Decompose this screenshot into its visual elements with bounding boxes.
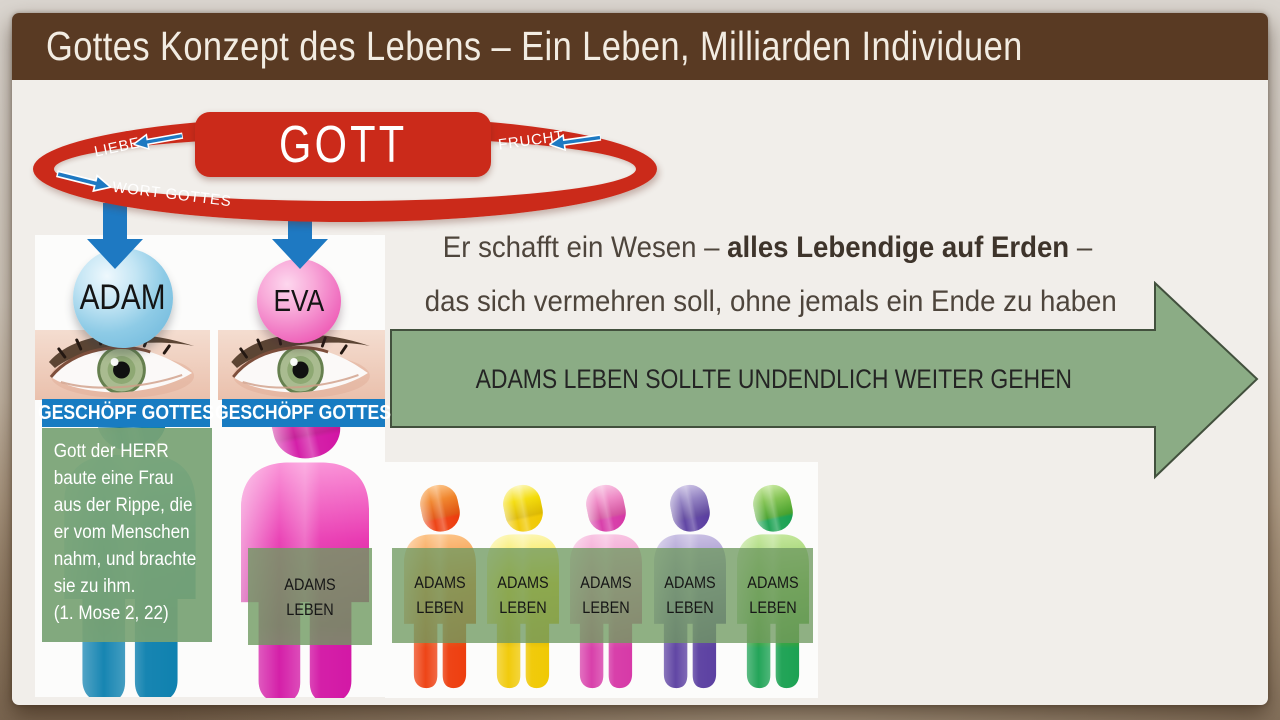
intro-line1-post: – <box>1069 231 1093 264</box>
forward-arrow <box>390 281 1259 480</box>
forward-arrow-label: ADAMS LEBEN SOLLTE UNDENDLICH WEITER GEH… <box>475 364 1072 394</box>
intro-line1-pre: Er schafft ein Wesen – <box>442 231 728 264</box>
down-arrow-adam-icon <box>87 203 143 269</box>
quote-reference: (1. Mose 2, 22) <box>53 603 169 624</box>
adam-sphere: ADAM <box>73 248 173 348</box>
quote-text-wrap: Gott der HERR baute eine Frau aus der Ri… <box>42 428 205 627</box>
eva-life-box: ADAMS LEBEN <box>248 548 372 645</box>
intro-line1-bold: alles Lebendige auf Erden <box>727 231 1070 264</box>
quote-text: Gott der HERR baute eine Frau aus der Ri… <box>53 441 197 597</box>
eva-life-label: ADAMS LEBEN <box>284 574 336 619</box>
quote-box: Gott der HERR baute eine Frau aus der Ri… <box>42 428 212 642</box>
band-label-3: ADAMS LEBEN <box>580 573 632 617</box>
adam-label: ADAM <box>80 278 166 317</box>
badge-adam: GESCHÖPF GOTTES <box>38 399 214 427</box>
page-title: Gottes Konzept des Lebens – Ein Leben, M… <box>46 23 1023 69</box>
badge-eva: GESCHÖPF GOTTES <box>215 399 392 427</box>
band-label-1: ADAMS LEBEN <box>414 573 466 617</box>
gott-box: GOTT <box>195 112 491 177</box>
life-band: ADAMS LEBEN ADAMS LEBEN ADAMS LEBEN ADAM… <box>392 548 813 643</box>
down-arrow-eva-icon <box>272 203 328 269</box>
band-label-4: ADAMS LEBEN <box>664 573 716 617</box>
eva-sphere: EVA <box>257 259 341 343</box>
band-label-2: ADAMS LEBEN <box>497 573 549 617</box>
intro-text: Er schafft ein Wesen – alles Lebendige a… <box>395 221 1140 329</box>
header-bar: Gottes Konzept des Lebens – Ein Leben, M… <box>12 13 1268 80</box>
intro-line-1: Er schafft ein Wesen – alles Lebendige a… <box>425 221 1110 275</box>
gott-label: GOTT <box>278 115 408 174</box>
eva-label: EVA <box>273 283 325 318</box>
intro-line-2: das sich vermehren soll, ohne jemals ein… <box>424 285 1117 318</box>
band-label-5: ADAMS LEBEN <box>747 573 799 617</box>
